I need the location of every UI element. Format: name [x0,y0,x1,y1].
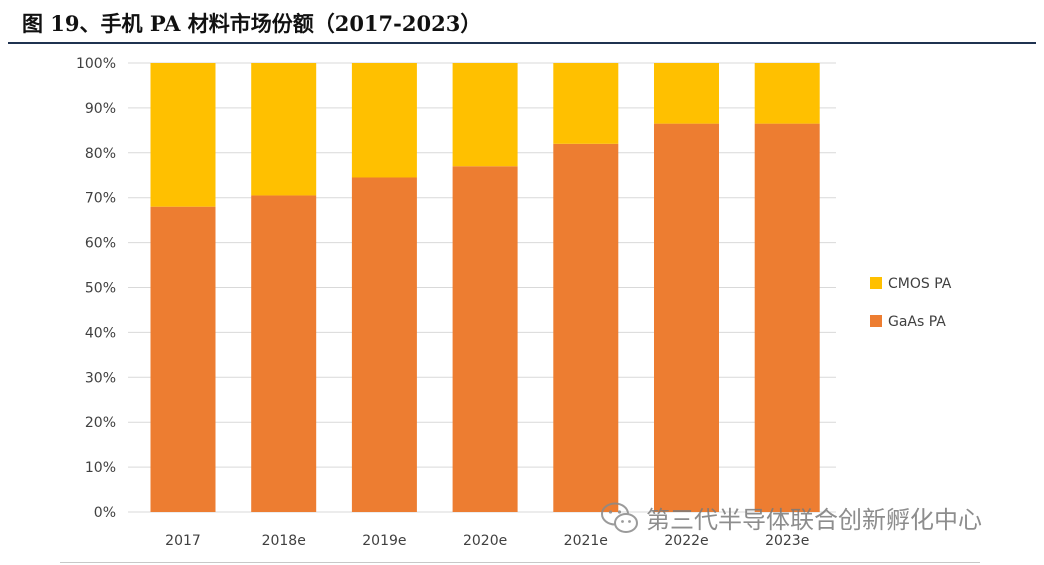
bar-cmos-pa [654,63,719,124]
bar-cmos-pa [150,63,216,207]
watermark: 第三代半导体联合创新孵化中心 [600,500,982,535]
y-tick-label: 0% [94,505,116,521]
bar-gaas-pa [150,206,216,512]
x-tick-label: 2017 [165,533,201,549]
y-tick-label: 20% [85,415,116,431]
y-tick-label: 10% [85,460,116,476]
bar-gaas-pa [351,177,417,512]
legend-swatch [870,277,882,289]
bar-gaas-pa [452,166,518,512]
y-tick-label: 90% [85,101,116,117]
x-tick-label: 2023e [765,533,809,549]
bar-cmos-pa [351,63,417,178]
y-tick-label: 80% [85,146,116,162]
figure-title: 图 19、手机 PA 材料市场份额（2017-2023） [22,11,482,36]
bar-gaas-pa [553,143,619,512]
title-rule [8,42,1036,44]
y-tick-label: 100% [76,56,116,72]
legend-label: GaAs PA [888,314,946,330]
y-tick-label: 60% [85,236,116,252]
wechat-icon [601,502,638,533]
bar-gaas-pa [251,195,317,512]
bar-gaas-pa [654,123,719,513]
bottom-rule [60,562,980,563]
x-tick-label: 2021e [564,533,608,549]
x-tick-label: 2022e [664,533,708,549]
bar-cmos-pa [553,63,619,144]
bar-gaas-pa [754,123,820,513]
legend-label: CMOS PA [888,276,952,292]
x-tick-label: 2018e [262,533,306,549]
bar-cmos-pa [754,63,820,124]
bar-cmos-pa [251,63,317,196]
x-tick-label: 2020e [463,533,507,549]
y-tick-label: 40% [85,325,116,341]
watermark-text: 第三代半导体联合创新孵化中心 [646,506,982,534]
y-tick-label: 30% [85,370,116,386]
y-tick-label: 50% [85,281,116,297]
x-tick-label: 2019e [362,533,406,549]
legend-swatch [870,315,882,327]
bar-cmos-pa [452,63,518,167]
y-tick-label: 70% [85,191,116,207]
